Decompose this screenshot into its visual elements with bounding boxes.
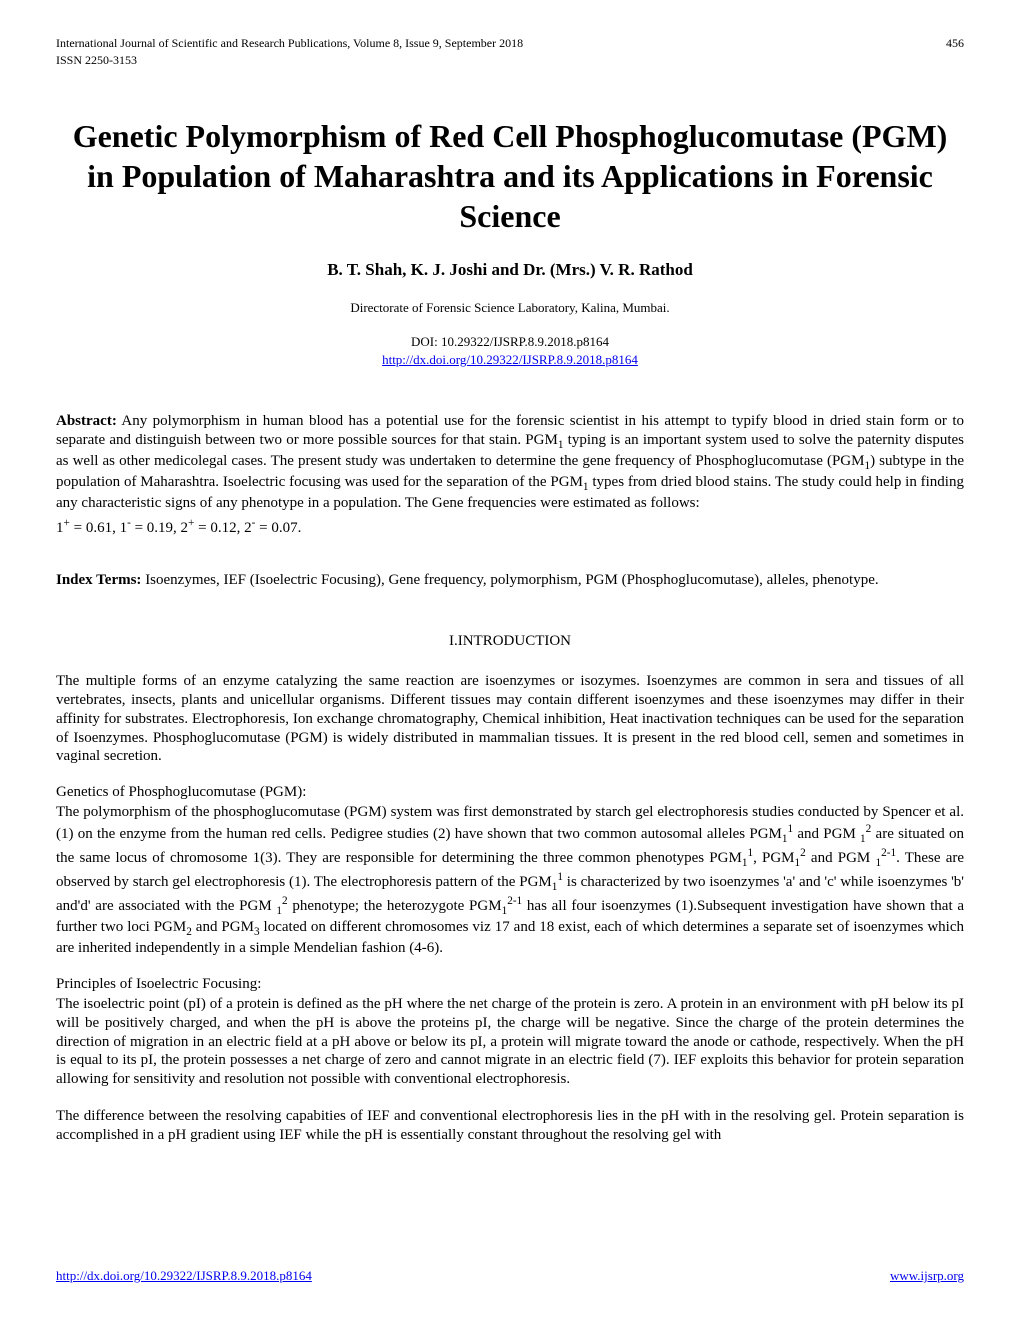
gf-val1: = 0.61, 1: [70, 520, 127, 536]
genetics-paragraph: The polymorphism of the phosphoglucomuta…: [56, 803, 964, 958]
gf-val4: = 0.07.: [255, 520, 301, 536]
index-text: Isoenzymes, IEF (Isoelectric Focusing), …: [141, 572, 878, 588]
genetics-subheading: Genetics of Phosphoglucomutase (PGM):: [56, 784, 964, 801]
doi-link[interactable]: http://dx.doi.org/10.29322/IJSRP.8.9.201…: [382, 352, 638, 367]
gf-val2: = 0.19, 2: [131, 520, 188, 536]
gu8: 2-1: [507, 895, 522, 907]
gp5: and PGM: [806, 850, 876, 866]
paper-title: Genetic Polymorphism of Red Cell Phospho…: [56, 116, 964, 236]
affiliation: Directorate of Forensic Science Laborato…: [56, 300, 964, 316]
abstract-paragraph: Abstract: Any polymorphism in human bloo…: [56, 412, 964, 513]
ief-subheading: Principles of Isoelectric Focusing:: [56, 976, 964, 993]
issn: ISSN 2250-3153: [56, 53, 964, 68]
difference-paragraph: The difference between the resolving cap…: [56, 1107, 964, 1145]
authors: B. T. Shah, K. J. Joshi and Dr. (Mrs.) V…: [56, 260, 964, 280]
gp10: and PGM: [192, 919, 254, 935]
section-heading-introduction: I.INTRODUCTION: [56, 633, 964, 650]
index-label: Index Terms:: [56, 572, 141, 588]
running-header: International Journal of Scientific and …: [56, 36, 964, 51]
gf-prefix1: 1: [56, 520, 64, 536]
intro-paragraph: The multiple forms of an enzyme catalyzi…: [56, 672, 964, 766]
footer-site-link[interactable]: www.ijsrp.org: [890, 1268, 964, 1284]
doi-link-wrapper: http://dx.doi.org/10.29322/IJSRP.8.9.201…: [56, 352, 964, 368]
gp2: and PGM: [793, 826, 860, 842]
footer-doi-link[interactable]: http://dx.doi.org/10.29322/IJSRP.8.9.201…: [56, 1268, 312, 1284]
gu5: 2-1: [881, 847, 896, 859]
gp4: , PGM: [753, 850, 794, 866]
page-footer: http://dx.doi.org/10.29322/IJSRP.8.9.201…: [56, 1268, 964, 1284]
page-number: 456: [946, 36, 964, 51]
index-terms: Index Terms: Isoenzymes, IEF (Isoelectri…: [56, 571, 964, 590]
doi-text: DOI: 10.29322/IJSRP.8.9.2018.p8164: [56, 334, 964, 350]
abstract-label: Abstract:: [56, 413, 117, 429]
gene-frequencies: 1+ = 0.61, 1- = 0.19, 2+ = 0.12, 2- = 0.…: [56, 517, 964, 537]
ief-paragraph: The isoelectric point (pI) of a protein …: [56, 995, 964, 1089]
journal-info: International Journal of Scientific and …: [56, 36, 946, 51]
gp8: phenotype; the heterozygote PGM: [288, 898, 502, 914]
gf-val3: = 0.12, 2: [194, 520, 251, 536]
